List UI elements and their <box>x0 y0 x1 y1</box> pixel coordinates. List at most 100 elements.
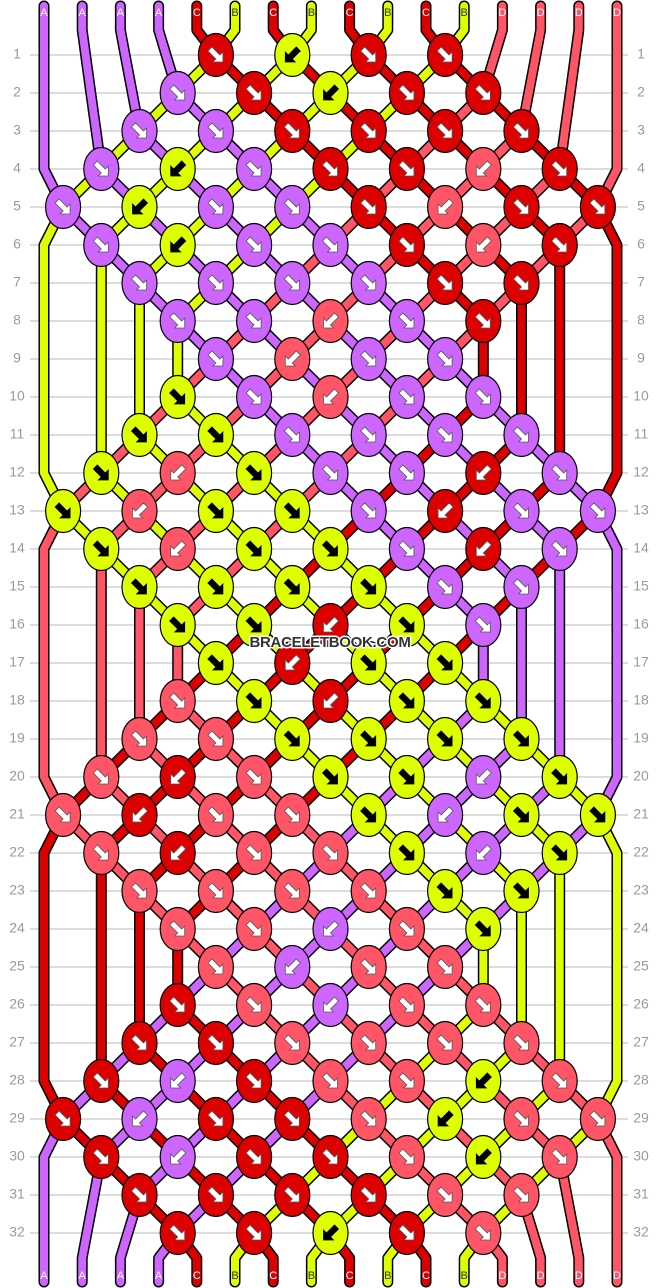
arrow-down-right-icon <box>245 84 262 101</box>
watermark: BRACELETBOOK.COM <box>249 634 410 651</box>
arrow-down-right-icon <box>474 312 491 329</box>
row-number-left: 9 <box>13 350 21 366</box>
knot <box>274 716 311 762</box>
bottom-string-label: B <box>384 1270 391 1282</box>
row-number-right: 27 <box>633 1034 649 1050</box>
row-number-left: 4 <box>13 160 21 176</box>
knot <box>197 260 234 306</box>
knot <box>44 488 82 534</box>
arrow-down-left-icon <box>475 768 492 785</box>
row-number-left: 28 <box>9 1072 25 1088</box>
knot <box>236 1134 273 1180</box>
arrow-down-right-icon <box>474 1224 491 1241</box>
row-number-right: 21 <box>633 806 649 822</box>
arrow-down-right-icon <box>130 1186 147 1203</box>
top-string-label: B <box>384 7 391 19</box>
knot <box>274 640 311 686</box>
arrow-down-right-icon <box>360 426 377 443</box>
arrow-down-right-icon <box>360 46 377 63</box>
arrow-down-right-icon <box>512 426 529 443</box>
arrow-down-right-icon <box>245 160 262 177</box>
row-number-right: 17 <box>633 654 649 670</box>
arrow-down-left-icon <box>475 464 492 481</box>
knot <box>350 260 387 306</box>
arrow-down-right-icon <box>245 1072 262 1089</box>
knot <box>159 1134 196 1180</box>
bottom-string-label: A <box>79 1270 87 1282</box>
arrow-down-right-icon <box>398 540 415 557</box>
arrow-down-right-icon <box>551 236 568 253</box>
arrow-down-left-icon <box>475 844 492 861</box>
arrow-down-right-icon <box>360 578 377 595</box>
knot <box>274 944 311 990</box>
row-number-right: 3 <box>637 122 645 138</box>
arrow-down-right-icon <box>589 502 606 519</box>
row-number-right: 12 <box>633 464 649 480</box>
knot <box>503 412 540 458</box>
knot <box>312 1134 349 1180</box>
knot <box>236 374 273 420</box>
knot <box>350 1096 387 1142</box>
knot <box>121 564 158 610</box>
arrow-down-right-icon <box>551 844 568 861</box>
arrow-down-right-icon <box>474 616 491 633</box>
knot <box>427 1172 464 1218</box>
row-number-left: 29 <box>9 1110 25 1126</box>
arrow-down-right-icon <box>283 274 300 291</box>
arrow-down-left-icon <box>437 502 454 519</box>
arrow-down-left-icon <box>475 1148 492 1165</box>
knot <box>388 678 425 724</box>
knot <box>388 602 425 648</box>
knot <box>350 184 387 230</box>
bottom-string-label: C <box>193 1270 201 1282</box>
row-number-right: 15 <box>633 578 649 594</box>
arrow-down-right-icon <box>92 236 109 253</box>
knot <box>236 602 273 648</box>
arrow-down-left-icon <box>170 160 187 177</box>
knot <box>350 1172 387 1218</box>
arrow-down-right-icon <box>283 1034 300 1051</box>
knot <box>236 298 273 344</box>
knot <box>503 260 540 306</box>
knot <box>465 982 502 1028</box>
arrow-down-left-icon <box>170 464 187 481</box>
bottom-string-label: C <box>346 1270 354 1282</box>
knot <box>427 412 464 458</box>
knot <box>388 146 425 192</box>
arrow-down-right-icon <box>321 844 338 861</box>
knots <box>44 32 617 1256</box>
arrow-down-right-icon <box>321 464 338 481</box>
knot <box>312 146 349 192</box>
knot <box>312 222 349 268</box>
knot <box>159 146 196 192</box>
row-number-left: 18 <box>9 692 25 708</box>
arrow-down-right-icon <box>512 578 529 595</box>
arrow-down-right-icon <box>512 274 529 291</box>
arrow-down-right-icon <box>283 806 300 823</box>
knot <box>159 1058 196 1104</box>
knot <box>427 564 464 610</box>
knot <box>503 184 540 230</box>
knot <box>427 488 464 534</box>
top-string-label: C <box>193 7 201 19</box>
arrow-down-right-icon <box>130 578 147 595</box>
knot <box>83 1134 120 1180</box>
arrow-down-right-icon <box>130 730 147 747</box>
knot <box>465 602 502 648</box>
arrow-down-left-icon <box>437 1110 454 1127</box>
knot <box>388 298 425 344</box>
arrow-down-left-icon <box>323 1224 340 1241</box>
knot <box>236 906 273 952</box>
arrow-down-right-icon <box>398 1148 415 1165</box>
row-number-right: 11 <box>634 426 649 442</box>
arrow-down-right-icon <box>551 768 568 785</box>
row-number-left: 26 <box>9 996 25 1012</box>
knot <box>350 716 387 762</box>
arrow-down-left-icon <box>170 844 187 861</box>
knot <box>541 1058 578 1104</box>
row-number-right: 31 <box>633 1186 649 1202</box>
arrow-down-right-icon <box>169 1224 186 1241</box>
arrow-down-right-icon <box>283 730 300 747</box>
knot <box>83 146 120 192</box>
knot <box>541 146 578 192</box>
